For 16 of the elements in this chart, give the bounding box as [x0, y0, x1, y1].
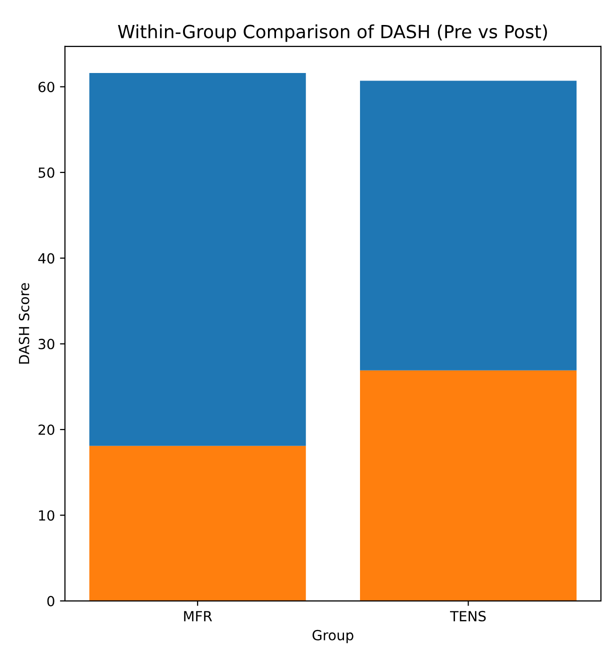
y-tick-label: 60 [38, 82, 54, 92]
chart-title: Within-Group Comparison of DASH (Pre vs Post) [118, 24, 547, 42]
bar [89, 73, 306, 446]
bar [360, 80, 577, 370]
x-axis-title: Group [312, 630, 354, 644]
y-tick-label: 30 [38, 338, 54, 350]
y-axis-title: DASH Score [18, 283, 30, 364]
y-tick-label: 10 [39, 510, 54, 521]
x-tick-label: TENS [450, 610, 486, 622]
y-tick-label: 0 [47, 596, 54, 606]
bar [360, 370, 577, 601]
y-tick-label: 40 [38, 253, 54, 264]
y-tick-label: 20 [38, 424, 54, 436]
y-tick-label: 50 [38, 167, 54, 178]
bar [89, 446, 306, 601]
x-tick-label: MFR [184, 611, 212, 622]
